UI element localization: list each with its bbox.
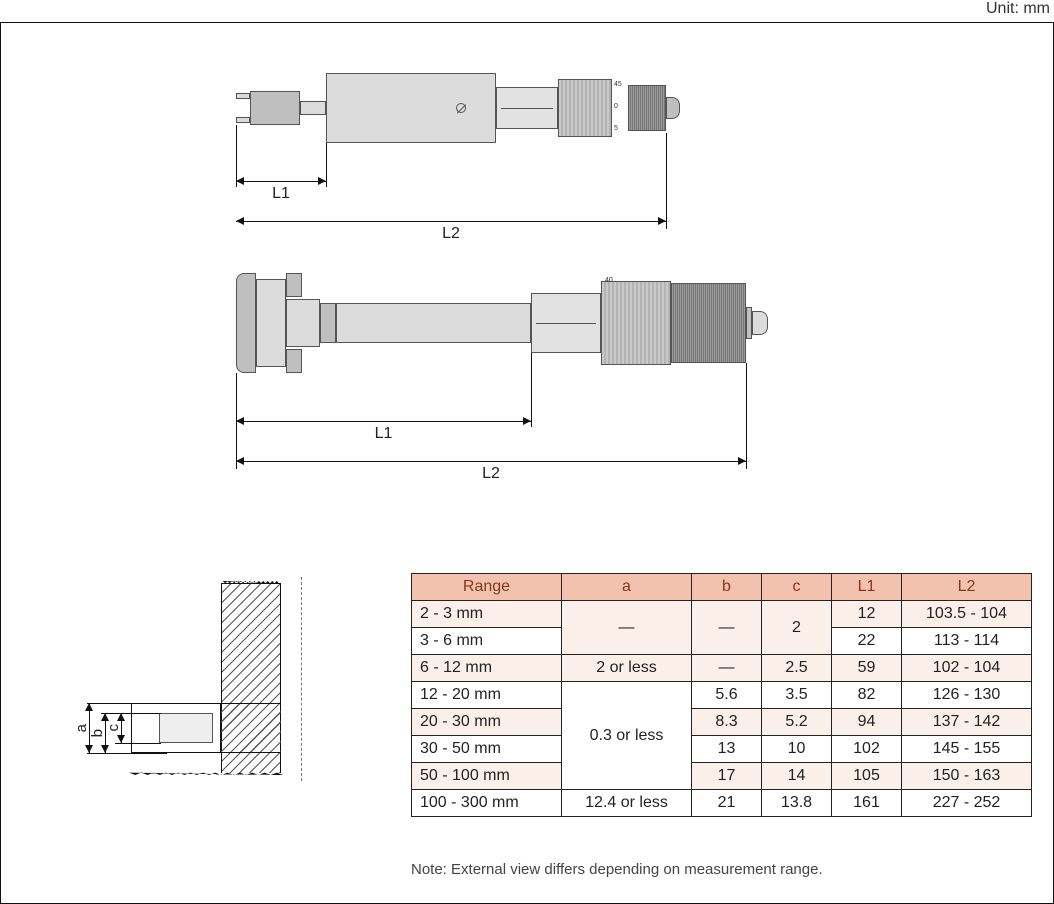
dimension-table: Range a b c L1 L2 2 - 3 mm — — 2 12 103.… — [411, 573, 1032, 817]
col-a: a — [562, 574, 692, 601]
table-header-row: Range a b c L1 L2 — [412, 574, 1032, 601]
col-c: c — [762, 574, 832, 601]
col-L1: L1 — [832, 574, 902, 601]
detail-abc: a b c — [41, 583, 361, 803]
table-note: Note: External view differs depending on… — [411, 861, 823, 878]
table-row: 100 - 300 mm 12.4 or less 21 13.8 161 22… — [412, 790, 1032, 817]
scale-num: 5 — [614, 125, 618, 132]
scale-num: 45 — [614, 81, 622, 88]
col-b: b — [692, 574, 762, 601]
table-row: 12 - 20 mm 0.3 or less 5.6 3.5 82 126 - … — [412, 682, 1032, 709]
col-range: Range — [412, 574, 562, 601]
table-row: 6 - 12 mm 2 or less — 2.5 59 102 - 104 — [412, 655, 1032, 682]
table-row: 2 - 3 mm — — 2 12 103.5 - 104 — [412, 601, 1032, 628]
table-row: 50 - 100 mm 17 14 105 150 - 163 — [412, 763, 1032, 790]
page-frame: 45 0 5 L1 L2 — [0, 22, 1054, 904]
unit-label: Unit: mm — [986, 0, 1050, 18]
table-row: 20 - 30 mm 8.3 5.2 94 137 - 142 — [412, 709, 1032, 736]
page-wrap: Unit: mm 45 0 5 — [0, 22, 1054, 904]
device-mid: 40 45 5 L1 L2 — [236, 273, 816, 483]
table-row: 30 - 50 mm 13 10 102 145 - 155 — [412, 736, 1032, 763]
device-top: 45 0 5 L1 L2 — [236, 73, 716, 233]
scale-num: 0 — [614, 103, 618, 110]
scale-num: 40 — [605, 277, 613, 284]
col-L2: L2 — [902, 574, 1032, 601]
